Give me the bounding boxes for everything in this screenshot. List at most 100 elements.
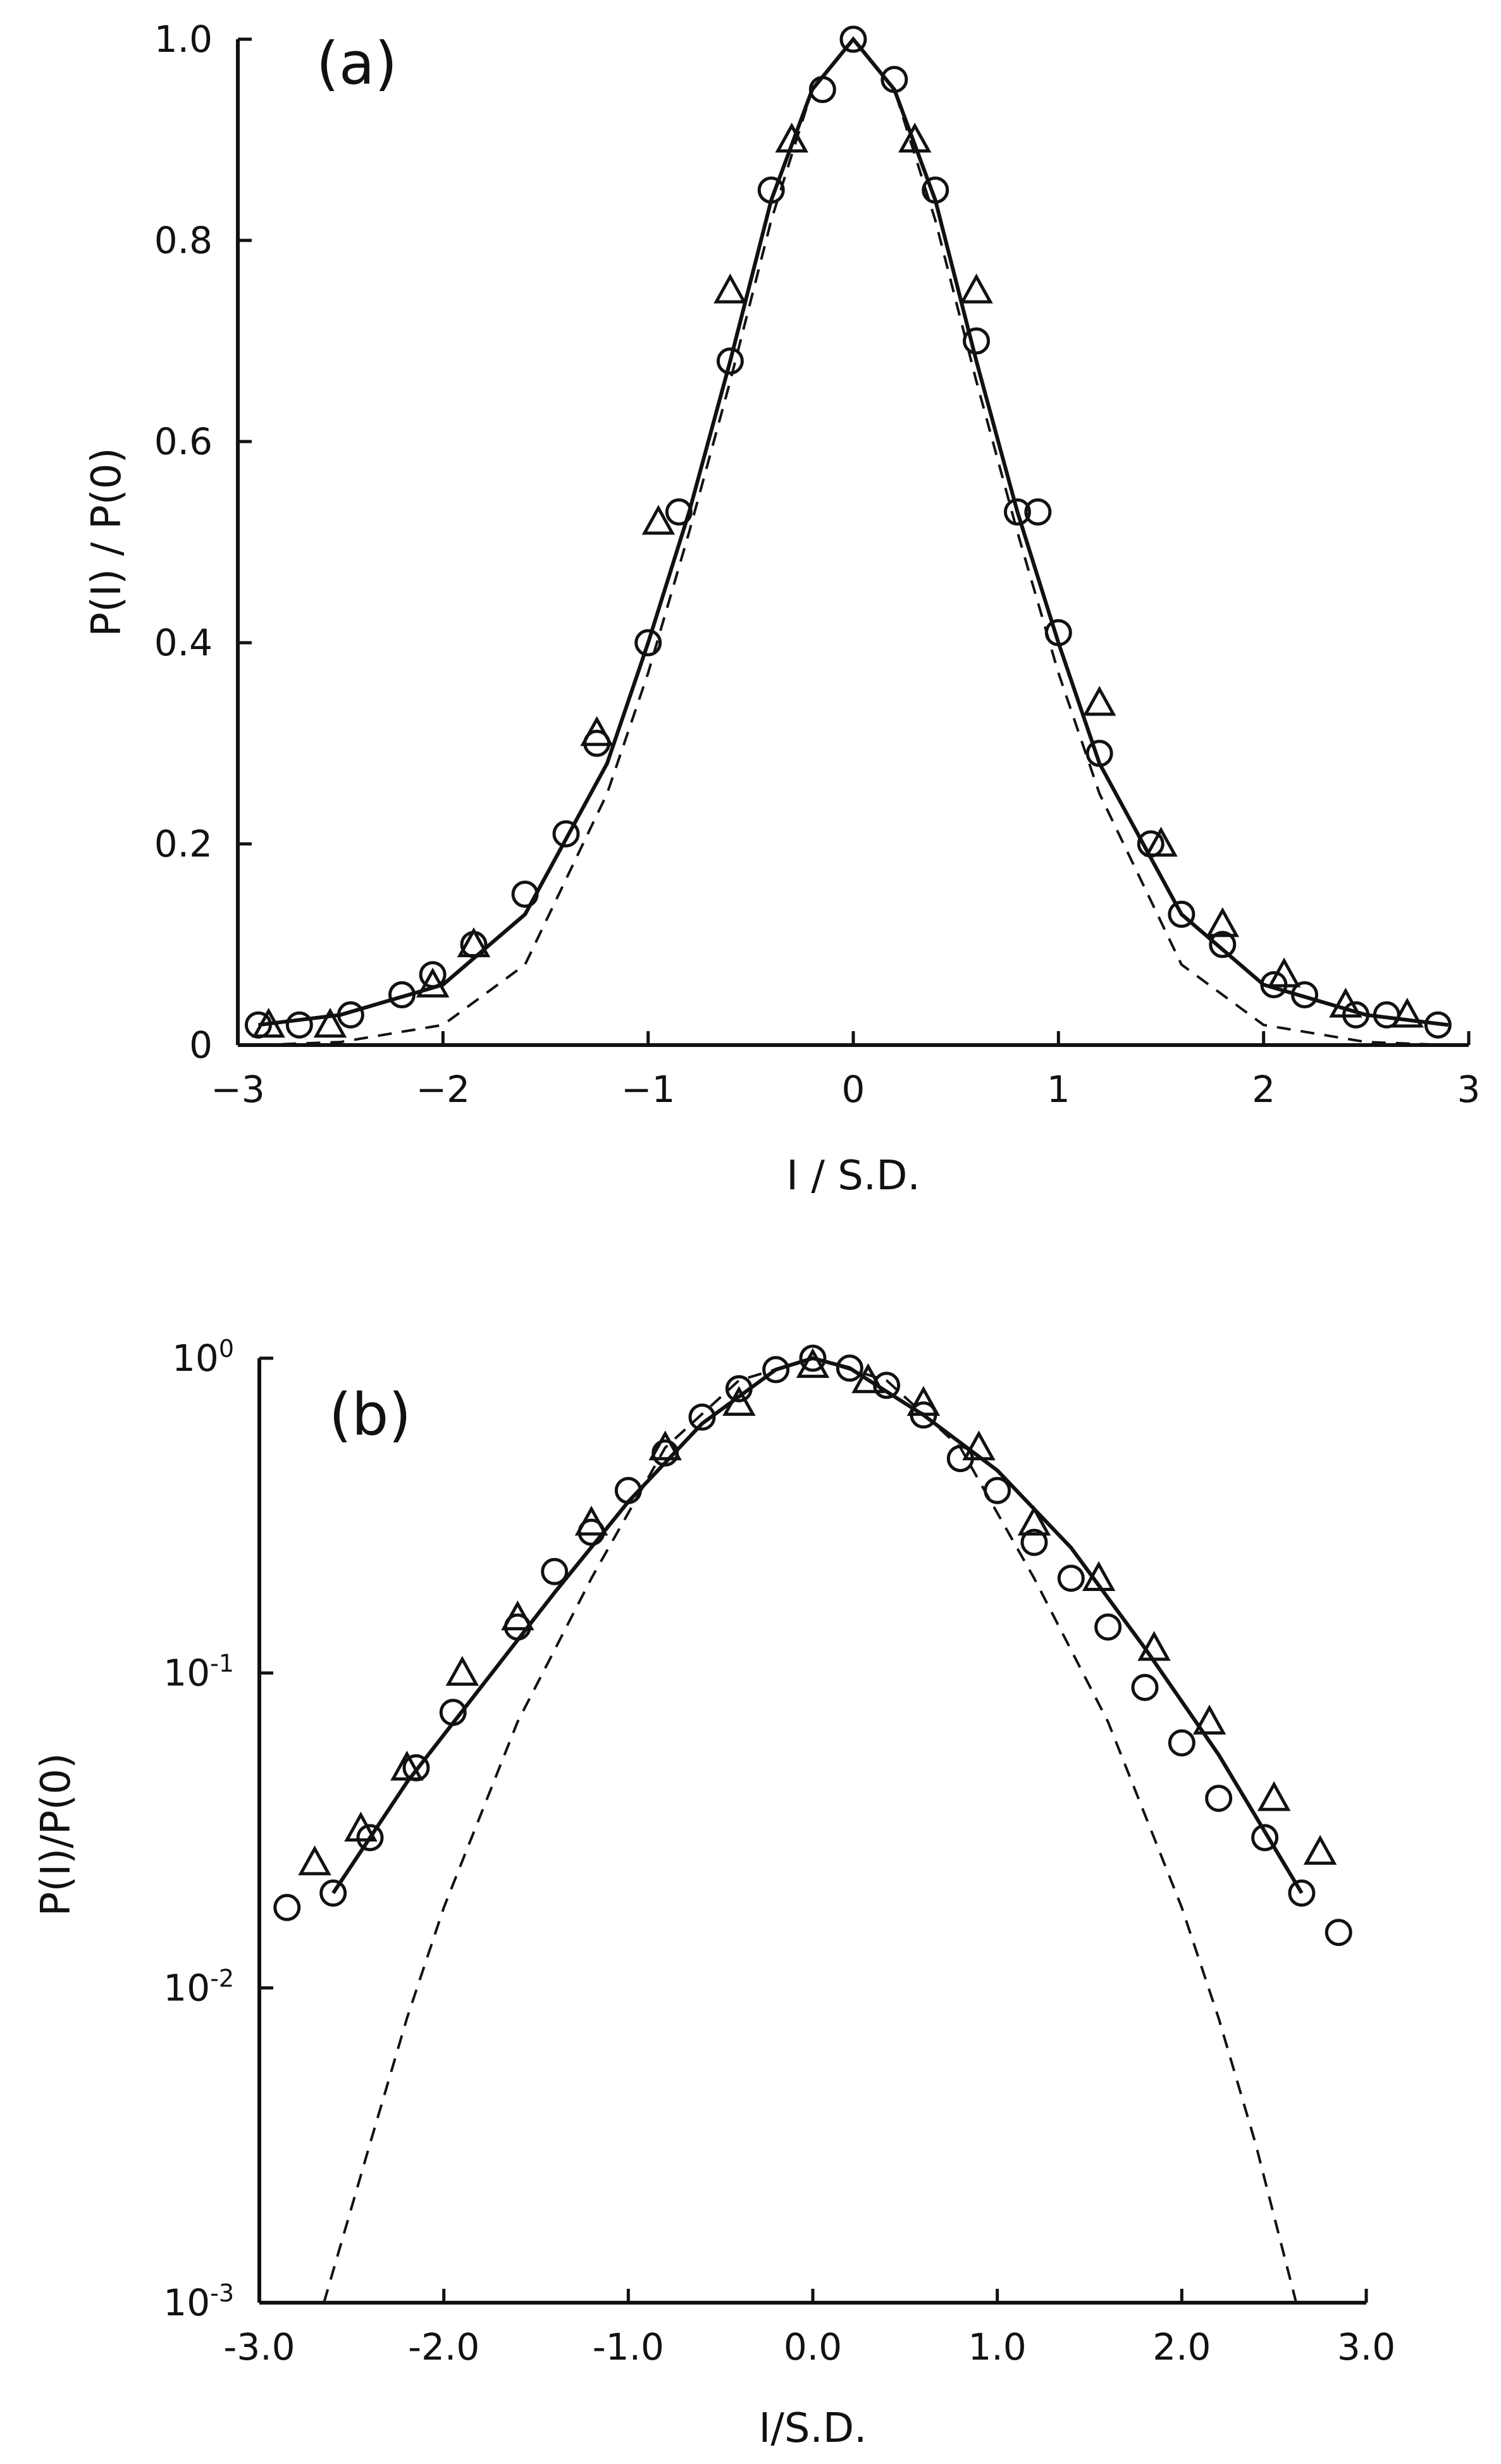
panel-b-triangle-point	[851, 1363, 885, 1394]
panel-a-triangle-point	[641, 505, 676, 535]
panel-b-circle-point	[1168, 1729, 1195, 1757]
panel-a-x-tick-label: 0	[842, 1068, 865, 1111]
panel-a-triangle-point	[1144, 826, 1178, 857]
panel-b-y-tick-label: 10-1	[163, 1650, 234, 1695]
panel-a-circle-point	[337, 1001, 364, 1029]
panel-a-x-tick-label: −3	[211, 1068, 265, 1111]
panel-b-x-tick-label: 0.0	[784, 2325, 842, 2368]
panel-b-triangle-point	[796, 1347, 830, 1378]
panel-a-circle-point	[665, 498, 693, 526]
panel-b-triangle-point	[722, 1385, 756, 1416]
panel-a-triangle-point	[960, 273, 993, 304]
panel-b-x-tick-label: -3.0	[223, 2325, 295, 2368]
panel-b-circle-point	[614, 1477, 642, 1504]
panel-a-x-tick-label: 2	[1252, 1068, 1275, 1111]
panel-a-circle-point	[285, 1011, 313, 1039]
panel-b-circle-point	[762, 1356, 790, 1384]
panel-a-circle-point	[1085, 740, 1113, 767]
panel-b-triangle-point	[298, 1845, 331, 1876]
panel-a-circle-point	[839, 25, 867, 53]
panel-a-circle-point	[388, 981, 416, 1008]
panel-b-circle-point	[799, 1344, 827, 1372]
panel-b-circle-point	[836, 1354, 863, 1382]
panel-a-x-tick-label: 1	[1047, 1068, 1070, 1111]
panel-a-circle-point	[963, 327, 991, 355]
panel-b-circle-point	[725, 1375, 753, 1402]
panel-a-triangle-point	[713, 273, 747, 304]
panel-a-circle-point	[1291, 981, 1319, 1008]
panel-b-triangle-point	[1082, 1561, 1116, 1591]
panel-a-triangle-point	[1390, 998, 1424, 1028]
panel-b-fit-curve	[331, 1356, 1304, 1895]
panel-a-circle-point	[1003, 498, 1031, 526]
panel-b-triangle-point	[906, 1385, 941, 1416]
panel-a-circle-point	[634, 629, 662, 657]
panel-b-x-tick-label: 1.0	[968, 2325, 1027, 2368]
panel-b-circle-point	[688, 1403, 716, 1431]
panel-b-circle-point	[541, 1557, 569, 1585]
panel-a-x-tick-label: −2	[416, 1068, 471, 1111]
panel-b-triangle-point	[1192, 1704, 1226, 1735]
panel-b-label: (b)	[329, 1381, 411, 1449]
panel-a-y-tick-label: 0.2	[154, 822, 213, 865]
panel-b-x-axis-title: I/S.D.	[758, 2405, 867, 2452]
panel-a-circle-point	[716, 347, 744, 375]
panel-a-circle-point	[1024, 498, 1052, 526]
panel-a-circle-point	[1044, 619, 1072, 647]
panel-b-triangle-point	[445, 1656, 479, 1686]
panel-b: -3.0 -2.0 -1.0 0.0 1.0 2.0 3.0 100 10-1 10-2 10-3…	[33, 1335, 1395, 2452]
panel-a-triangle-point	[313, 1008, 347, 1038]
panel-a-fit-curve	[258, 36, 1448, 1027]
panel-a-circle-point	[419, 961, 447, 989]
panel-b-y-tick-label: 10-2	[163, 1964, 234, 2009]
panel-b-circle-point	[439, 1699, 467, 1726]
panel-a-triangle-point	[1329, 987, 1362, 1018]
panel-b-triangle-point	[390, 1750, 424, 1781]
panel-a: −3 −2 −1 0 1 2 3 0 0.2 0.4 0.6 0.8 1.0 (a) I / S.D.…	[83, 18, 1480, 1199]
panel-b-x-tick-label: 2.0	[1152, 2325, 1211, 2368]
panel-b-circle-point	[1205, 1785, 1233, 1812]
panel-a-y-tick-label: 0.4	[154, 621, 213, 664]
panel-b-triangle-point	[648, 1430, 682, 1461]
panel-a-circle-point	[511, 881, 539, 908]
panel-a-circle-point	[808, 76, 836, 103]
panel-b-triangle-point	[962, 1430, 996, 1461]
panel-a-triangle-point	[580, 715, 614, 746]
panel-b-y-tick-label: 10-3	[163, 2279, 234, 2324]
panel-a-y-tick-label: 0.6	[154, 420, 213, 463]
panel-a-circle-point	[1168, 900, 1195, 928]
panel-b-circle-point	[984, 1477, 1011, 1504]
panel-a-circle-point	[880, 66, 908, 94]
panel-b-circle-point	[319, 1879, 347, 1907]
panel-b-gaussian-curve	[323, 1356, 1298, 2303]
panel-a-y-tick-label: 0	[189, 1024, 213, 1067]
panel-a-x-tick-label: −1	[621, 1068, 676, 1111]
panel-a-y-tick-label: 0.8	[154, 219, 213, 262]
panel-a-circle-point	[552, 820, 580, 848]
panel-a-triangle-point	[416, 967, 450, 998]
panel-a-circle-point	[922, 176, 949, 204]
panel-b-circle-point	[1094, 1613, 1122, 1641]
panel-b-y-tick-label: 100	[172, 1335, 234, 1380]
panel-b-x-tick-label: -1.0	[593, 2325, 664, 2368]
panel-b-circle-point	[1325, 1919, 1352, 1947]
panel-a-triangle-point	[898, 122, 932, 153]
panel-a-triangle-point	[457, 927, 491, 958]
panel-a-triangle-point	[1082, 686, 1116, 716]
panel-b-triangle-point	[1137, 1631, 1171, 1661]
panel-b-triangle-point	[1017, 1506, 1051, 1536]
panel-b-triangle-point	[1303, 1835, 1337, 1865]
panel-b-circle-point	[356, 1824, 384, 1852]
panel-a-x-tick-label: 3	[1457, 1068, 1481, 1111]
panel-a-label: (a)	[316, 30, 397, 97]
panel-b-x-tick-label: 3.0	[1337, 2325, 1395, 2368]
panel-b-y-axis-title: P(I)/P(0)	[33, 1753, 80, 1916]
panel-b-x-tick-label: -2.0	[408, 2325, 479, 2368]
panel-b-circle-point	[273, 1893, 301, 1921]
panel-a-y-tick-label: 1.0	[154, 18, 213, 61]
panel-b-circle-point	[1251, 1824, 1279, 1852]
panel-b-triangle-point	[1257, 1781, 1291, 1811]
panel-a-y-axis-title: P(I) / P(0)	[83, 448, 130, 637]
